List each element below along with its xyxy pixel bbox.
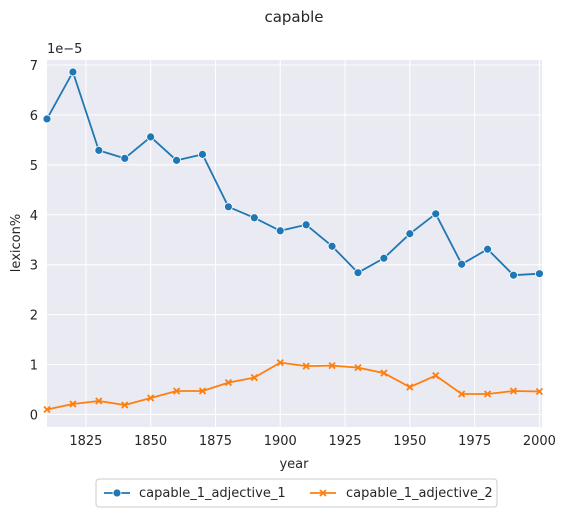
data-point: [172, 155, 181, 165]
legend-label-2: capable_1_adjective_2: [346, 486, 493, 501]
data-point: [483, 390, 492, 398]
data-point: [354, 363, 362, 372]
data-point: [535, 387, 544, 396]
series-line-1: [46, 71, 540, 277]
chart-title: capable: [264, 8, 323, 26]
data-point: [224, 378, 233, 387]
data-point: [379, 253, 389, 263]
data-point: [249, 213, 259, 223]
x-tick-label: 1850: [134, 434, 167, 449]
series-group: [42, 67, 544, 414]
legend-marker-1: [112, 488, 122, 498]
data-point: [458, 390, 466, 398]
y-offset-label: 1e−5: [47, 42, 82, 57]
data-point: [275, 226, 285, 236]
plot-area: [47, 60, 542, 427]
data-point: [405, 229, 415, 239]
data-point: [276, 358, 284, 367]
data-point: [302, 362, 310, 370]
x-axis-label: year: [279, 457, 309, 472]
data-point: [146, 132, 156, 142]
legend-label-1: capable_1_adjective_1: [139, 486, 286, 501]
data-point: [353, 268, 363, 278]
data-point: [198, 387, 207, 395]
data-point: [327, 241, 337, 251]
data-point: [69, 400, 77, 408]
y-tick-label: 0: [30, 409, 38, 424]
data-point: [250, 373, 258, 382]
data-point: [120, 153, 130, 163]
data-point: [94, 145, 104, 155]
data-point: [172, 387, 181, 395]
x-tick-label: 1900: [264, 434, 297, 449]
y-tick-label: 2: [30, 309, 38, 324]
series-line-2: [46, 361, 540, 411]
y-tick-label: 1: [30, 359, 38, 374]
legend-box: [95, 478, 498, 508]
data-point: [42, 114, 52, 124]
y-tick-label: 3: [30, 259, 38, 274]
data-point: [535, 269, 544, 279]
data-point: [43, 405, 51, 414]
y-tick-label: 4: [30, 209, 38, 224]
data-point: [483, 244, 492, 254]
x-axis-ticks: 1825 1850 1875 1900 1925 1950 1975 2000: [69, 434, 556, 449]
x-tick-label: 2000: [523, 434, 556, 449]
y-tick-label: 6: [30, 109, 38, 124]
data-point: [121, 401, 129, 409]
data-point: [198, 149, 207, 159]
data-point: [509, 387, 518, 395]
x-tick-label: 1950: [393, 434, 426, 449]
y-tick-label: 5: [30, 159, 38, 174]
data-point: [147, 394, 155, 402]
data-point: [224, 202, 233, 212]
y-axis-ticks: 0 1 2 3 4 5 6 7: [30, 59, 38, 424]
data-point: [328, 361, 336, 370]
data-point: [301, 220, 311, 230]
data-point: [431, 209, 441, 219]
y-axis-label: lexicon%: [9, 214, 24, 272]
data-point: [509, 270, 518, 280]
data-point: [457, 259, 467, 269]
data-point: [432, 371, 440, 380]
x-tick-label: 1925: [328, 434, 361, 449]
legend-marker-2: [319, 489, 327, 497]
y-tick-label: 7: [30, 59, 38, 74]
x-tick-label: 1825: [69, 434, 102, 449]
data-point: [68, 67, 78, 77]
data-point: [380, 369, 388, 377]
x-tick-label: 1875: [199, 434, 232, 449]
data-point: [95, 397, 103, 405]
x-tick-label: 1975: [458, 434, 491, 449]
data-point: [406, 383, 414, 391]
legend: capable_1_adjective_1 capable_1_adjectiv…: [95, 478, 498, 508]
